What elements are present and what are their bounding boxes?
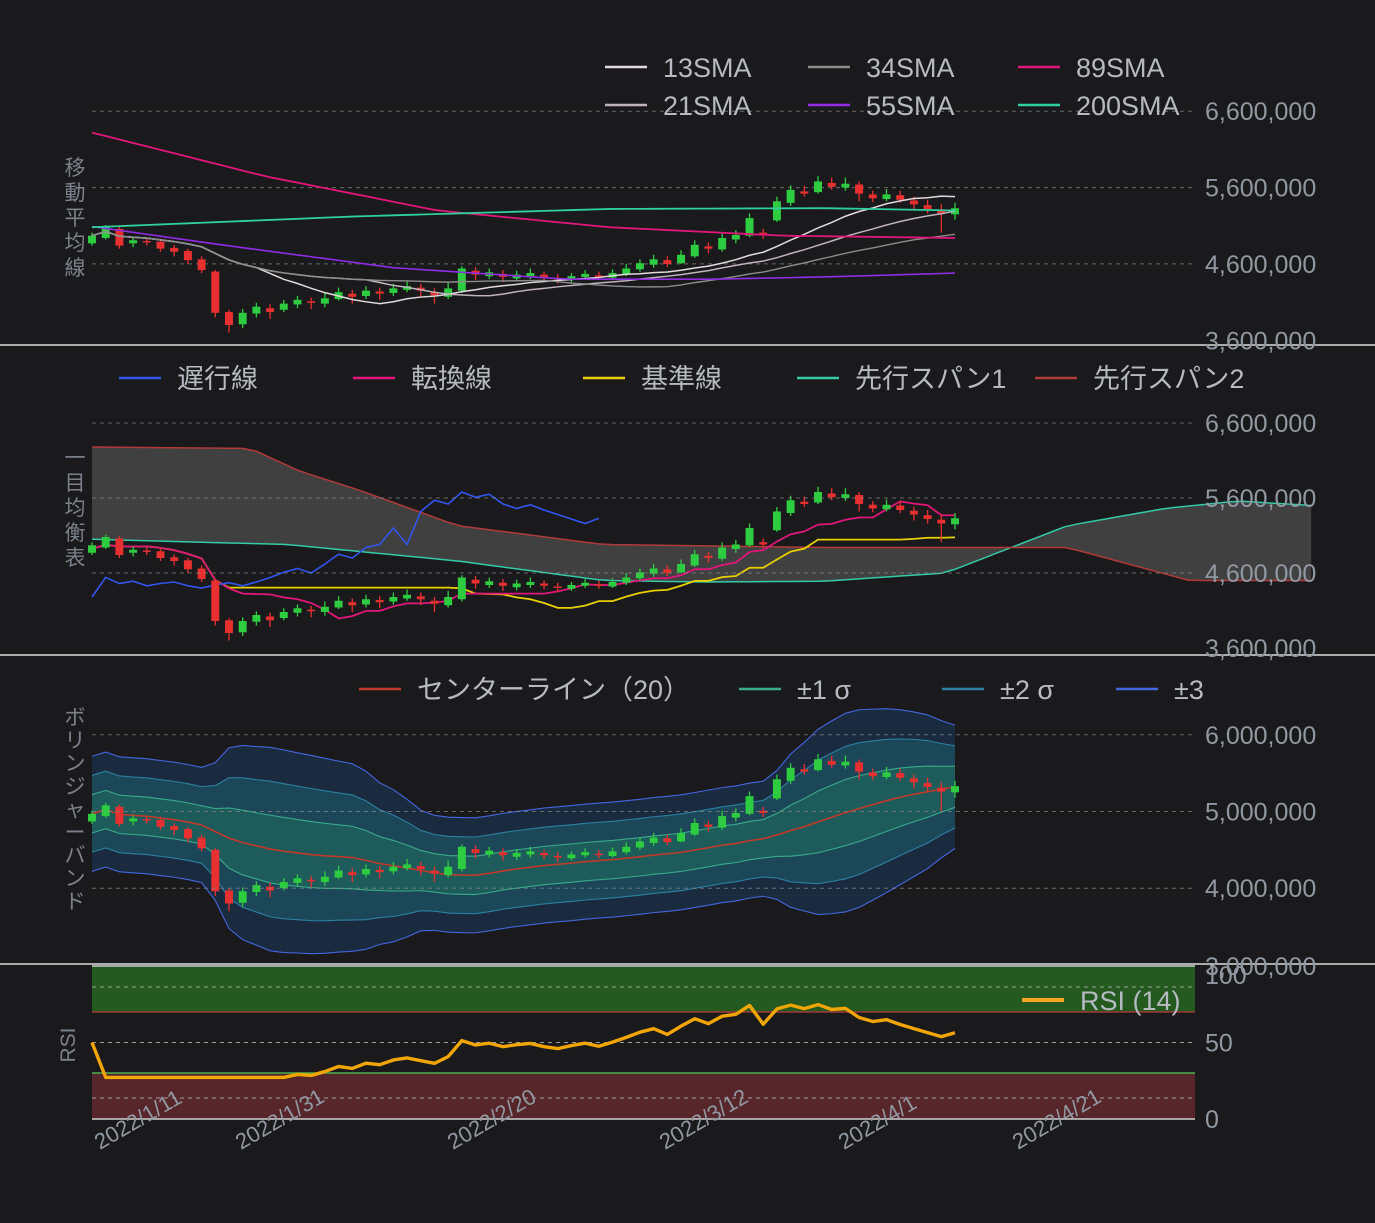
svg-text:移: 移 bbox=[65, 157, 86, 180]
svg-text:動: 動 bbox=[65, 182, 86, 205]
svg-text:ン: ン bbox=[65, 867, 86, 890]
svg-text:一: 一 bbox=[65, 447, 86, 470]
svg-text:200SMA: 200SMA bbox=[1076, 91, 1180, 121]
svg-text:34SMA: 34SMA bbox=[866, 53, 955, 83]
svg-text:100: 100 bbox=[1205, 962, 1247, 990]
svg-text:5,600,000: 5,600,000 bbox=[1205, 175, 1316, 203]
svg-text:ジ: ジ bbox=[65, 775, 86, 798]
svg-text:±3: ±3 bbox=[1174, 675, 1204, 705]
svg-text:RSI: RSI bbox=[57, 1027, 80, 1062]
svg-text:89SMA: 89SMA bbox=[1076, 53, 1165, 83]
svg-text:表: 表 bbox=[65, 547, 86, 570]
svg-text:センターライン（20）: センターライン（20） bbox=[417, 675, 690, 705]
svg-text:5,600,000: 5,600,000 bbox=[1205, 485, 1316, 513]
svg-text:ド: ド bbox=[65, 890, 86, 913]
svg-text:ャ: ャ bbox=[65, 798, 86, 821]
svg-text:衡: 衡 bbox=[65, 522, 86, 545]
svg-text:先行スパン1: 先行スパン1 bbox=[855, 364, 1006, 394]
svg-text:バ: バ bbox=[65, 844, 86, 867]
svg-text:3,600,000: 3,600,000 bbox=[1205, 327, 1316, 355]
svg-text:目: 目 bbox=[65, 472, 86, 495]
svg-text:4,000,000: 4,000,000 bbox=[1205, 875, 1316, 903]
svg-text:ボ: ボ bbox=[65, 706, 86, 729]
svg-text:均: 均 bbox=[65, 232, 86, 255]
svg-text:均: 均 bbox=[65, 497, 86, 520]
svg-text:RSI (14): RSI (14) bbox=[1080, 986, 1181, 1016]
svg-text:先行スパン2: 先行スパン2 bbox=[1093, 364, 1244, 394]
svg-text:0: 0 bbox=[1205, 1106, 1219, 1134]
svg-text:4,600,000: 4,600,000 bbox=[1205, 251, 1316, 279]
svg-text:遅行線: 遅行線 bbox=[177, 364, 258, 394]
svg-text:13SMA: 13SMA bbox=[663, 53, 752, 83]
svg-text:3,600,000: 3,600,000 bbox=[1205, 635, 1316, 663]
svg-text:基準線: 基準線 bbox=[641, 364, 722, 394]
svg-text:±2 σ: ±2 σ bbox=[1000, 675, 1054, 705]
svg-text:6,000,000: 6,000,000 bbox=[1205, 722, 1316, 750]
svg-text:5,000,000: 5,000,000 bbox=[1205, 799, 1316, 827]
svg-text:転換線: 転換線 bbox=[411, 364, 492, 394]
svg-text:リ: リ bbox=[65, 729, 86, 752]
svg-text:4,600,000: 4,600,000 bbox=[1205, 560, 1316, 588]
svg-text:6,600,000: 6,600,000 bbox=[1205, 98, 1316, 126]
svg-text:21SMA: 21SMA bbox=[663, 91, 752, 121]
svg-text:6,600,000: 6,600,000 bbox=[1205, 410, 1316, 438]
svg-text:55SMA: 55SMA bbox=[866, 91, 955, 121]
svg-text:ー: ー bbox=[65, 821, 86, 844]
svg-text:50: 50 bbox=[1205, 1030, 1233, 1058]
svg-text:線: 線 bbox=[65, 257, 86, 280]
svg-text:平: 平 bbox=[65, 207, 86, 230]
svg-text:±1 σ: ±1 σ bbox=[797, 675, 851, 705]
svg-text:ン: ン bbox=[65, 752, 86, 775]
